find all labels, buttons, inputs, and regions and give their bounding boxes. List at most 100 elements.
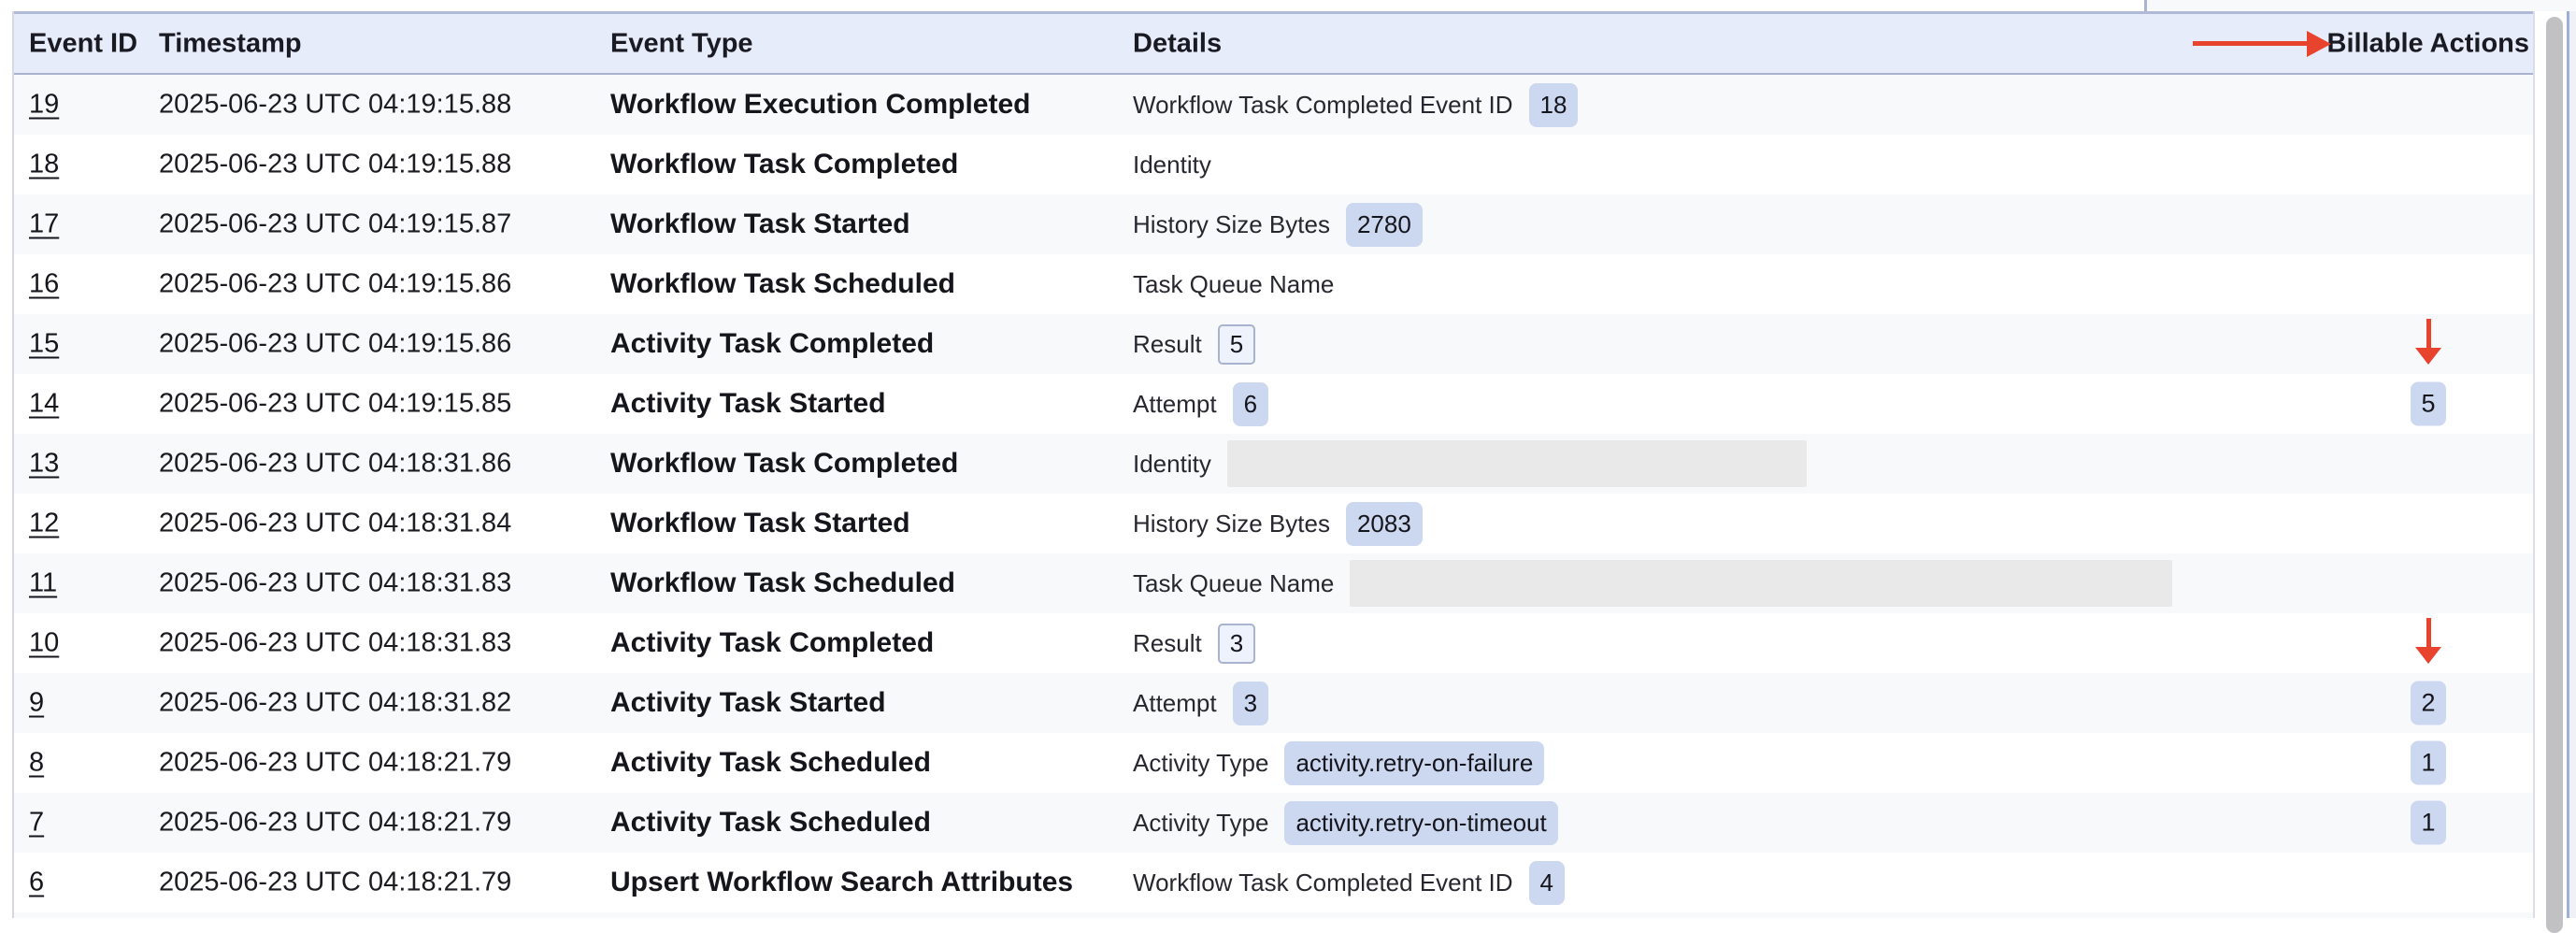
redacted-detail-value [1350,560,2173,607]
event-details: Attempt 6 [1133,374,2299,434]
event-type: Workflow Task Completed [610,149,959,179]
event-details: History Size Bytes 2780 [1133,194,2299,254]
billable-actions-cell: 1 [2408,800,2449,845]
column-header-event-type: Event Type [610,28,753,58]
table-row[interactable]: 14 2025-06-23 UTC 04:19:15.85 Activity T… [14,374,2533,434]
event-type: Activity Task Completed [610,328,935,359]
column-header-event-id: Event ID [29,28,138,58]
detail-value-badge: activity.retry-on-failure [1284,740,1545,785]
event-details: Result 3 [1133,613,2299,673]
event-id-link[interactable]: 16 [29,268,60,299]
event-id-link[interactable]: 8 [29,747,45,778]
table-row[interactable]: 12 2025-06-23 UTC 04:18:31.84 Workflow T… [14,494,2533,553]
event-id-link[interactable]: 19 [29,89,60,120]
table-row[interactable]: 11 2025-06-23 UTC 04:18:31.83 Workflow T… [14,553,2533,613]
annotation-down-arrow-icon [2408,618,2449,664]
detail-value-badge: 5 [1217,323,1256,365]
event-type: Workflow Task Started [610,508,910,538]
table-row[interactable]: 7 2025-06-23 UTC 04:18:21.79 Activity Ta… [14,793,2533,853]
billable-actions-badge: 1 [2411,740,2446,785]
event-id-link[interactable]: 13 [29,448,60,479]
event-timestamp: 2025-06-23 UTC 04:18:21.79 [159,867,512,897]
event-type: Activity Task Started [610,388,886,419]
adjacent-panel-edge [2567,11,2569,918]
event-details: Result 5 [1133,314,2299,374]
event-timestamp: 2025-06-23 UTC 04:19:15.88 [159,149,512,179]
event-timestamp: 2025-06-23 UTC 04:18:31.86 [159,448,512,479]
table-row[interactable]: 13 2025-06-23 UTC 04:18:31.86 Workflow T… [14,434,2533,494]
annotation-down-arrow-icon [2408,319,2449,365]
event-type: Activity Task Started [610,687,886,718]
table-header-row: Event ID Timestamp Event Type Details Bi… [14,11,2533,75]
event-timestamp: 2025-06-23 UTC 04:19:15.86 [159,268,512,299]
event-id-link[interactable]: 18 [29,149,60,179]
event-id-link[interactable]: 11 [29,567,58,598]
event-id-link[interactable]: 17 [29,208,60,239]
table-row[interactable]: 10 2025-06-23 UTC 04:18:31.83 Activity T… [14,613,2533,673]
event-details: Workflow Task Completed Event ID 4 [1133,853,2299,912]
table-row[interactable]: 9 2025-06-23 UTC 04:18:31.82 Activity Ta… [14,673,2533,733]
detail-label: Result [1133,628,1202,657]
event-type: Workflow Task Started [610,208,910,239]
event-details: Workflow Task Completed Event ID 18 [1133,75,2299,135]
event-timestamp: 2025-06-23 UTC 04:18:21.79 [159,747,512,778]
event-details: Task Queue Name [1133,553,2299,613]
detail-label: Result [1133,329,1202,358]
billable-actions-badge: 1 [2411,800,2446,845]
billable-actions-badge: 5 [2411,381,2446,426]
event-details: Identity [1133,434,2299,494]
detail-value-badge: 18 [1528,82,1579,127]
detail-label: Activity Type [1133,748,1269,777]
detail-value-badge: 2780 [1345,202,1423,247]
detail-label: Workflow Task Completed Event ID [1133,90,1513,119]
table-row[interactable]: 18 2025-06-23 UTC 04:19:15.88 Workflow T… [14,135,2533,194]
redacted-detail-value [1226,440,1807,487]
table-row[interactable]: 16 2025-06-23 UTC 04:19:15.86 Workflow T… [14,254,2533,314]
detail-value-badge: activity.retry-on-timeout [1284,800,1558,845]
billable-actions-cell: 5 [2408,381,2449,426]
event-timestamp: 2025-06-23 UTC 04:19:15.87 [159,208,512,239]
event-id-link[interactable]: 14 [29,388,60,419]
detail-label: Task Queue Name [1133,568,1335,597]
event-timestamp: 2025-06-23 UTC 04:18:31.84 [159,508,512,538]
event-type: Activity Task Scheduled [610,747,931,778]
detail-value-badge: 6 [1232,381,1269,426]
event-id-link[interactable]: 12 [29,508,60,538]
event-timestamp: 2025-06-23 UTC 04:19:15.85 [159,388,512,419]
table-body: 19 2025-06-23 UTC 04:19:15.88 Workflow E… [14,75,2533,912]
event-timestamp: 2025-06-23 UTC 04:19:15.86 [159,328,512,359]
event-timestamp: 2025-06-23 UTC 04:18:21.79 [159,807,512,838]
detail-label: Workflow Task Completed Event ID [1133,868,1513,897]
detail-label: Identity [1133,150,1211,179]
detail-label: Attempt [1133,389,1217,418]
partial-next-row [14,912,2533,918]
event-id-link[interactable]: 9 [29,687,45,718]
event-details: Identity [1133,135,2299,194]
table-row[interactable]: 8 2025-06-23 UTC 04:18:21.79 Activity Ta… [14,733,2533,793]
adjacent-panel-fill [2569,11,2576,918]
billable-actions-cell: 1 [2408,740,2449,785]
detail-value-badge: 3 [1217,623,1256,664]
detail-label: Identity [1133,449,1211,478]
event-type: Workflow Task Completed [610,448,959,479]
event-details: Activity Type activity.retry-on-timeout [1133,793,2299,853]
column-header-billable-actions: Billable Actions [2326,28,2529,58]
detail-label: Task Queue Name [1133,269,1335,298]
top-strip [2147,0,2576,11]
table-row[interactable]: 6 2025-06-23 UTC 04:18:21.79 Upsert Work… [14,853,2533,912]
detail-value-badge: 3 [1232,681,1269,725]
detail-value-badge: 4 [1528,860,1565,905]
event-id-link[interactable]: 7 [29,807,45,838]
vertical-scrollbar-thumb[interactable] [2546,17,2563,933]
event-type: Workflow Task Scheduled [610,268,955,299]
event-id-link[interactable]: 6 [29,867,45,897]
event-id-link[interactable]: 15 [29,328,60,359]
detail-label: Activity Type [1133,808,1269,837]
table-row[interactable]: 15 2025-06-23 UTC 04:19:15.86 Activity T… [14,314,2533,374]
event-details: Task Queue Name [1133,254,2299,314]
table-row[interactable]: 19 2025-06-23 UTC 04:19:15.88 Workflow E… [14,75,2533,135]
event-timestamp: 2025-06-23 UTC 04:19:15.88 [159,89,512,120]
table-row[interactable]: 17 2025-06-23 UTC 04:19:15.87 Workflow T… [14,194,2533,254]
event-id-link[interactable]: 10 [29,627,60,658]
event-type: Upsert Workflow Search Attributes [610,867,1074,897]
